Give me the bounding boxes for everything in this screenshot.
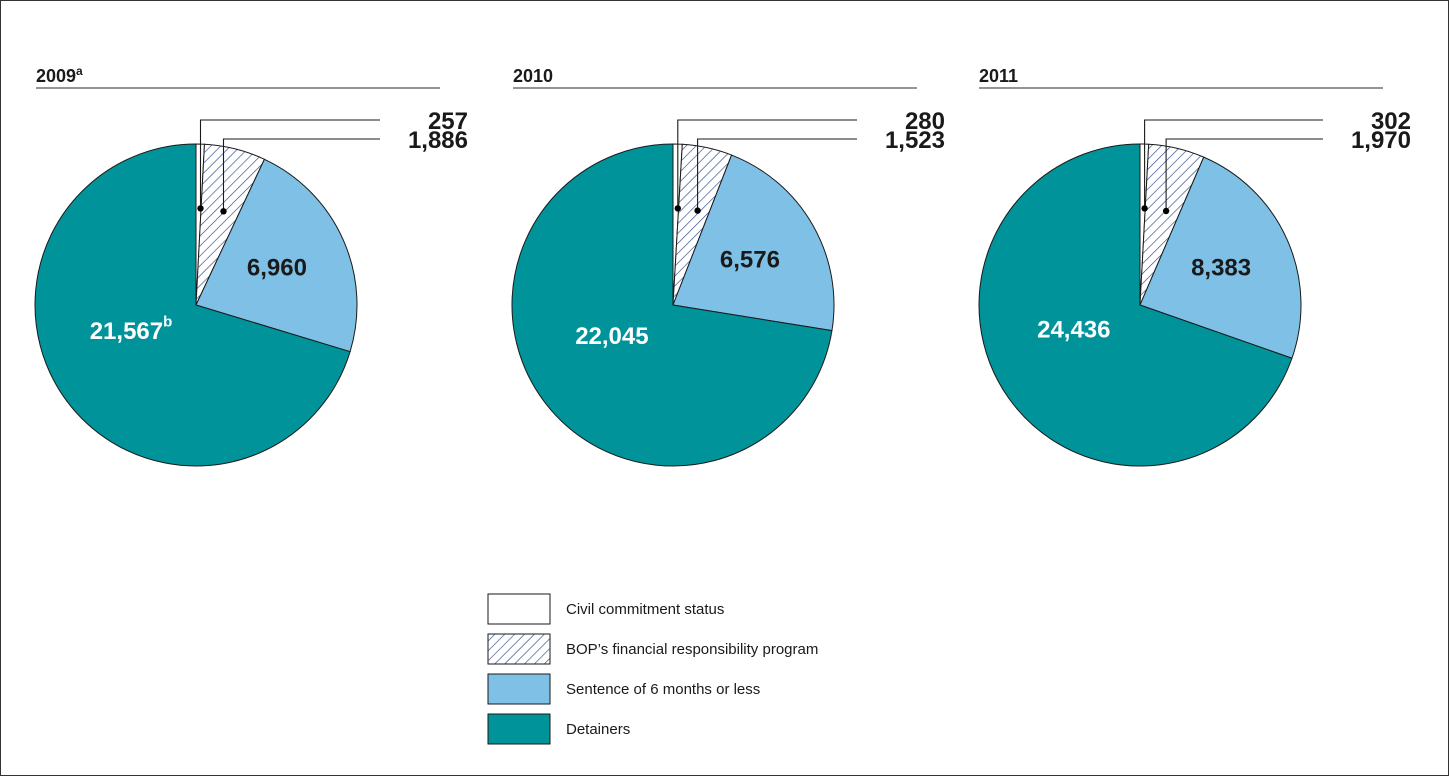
pie-title: 2010 [513, 66, 553, 86]
leader-line-civil-commitment [199, 119, 380, 209]
leader-dot-civil-commitment [674, 205, 681, 212]
title-superscript: a [76, 64, 83, 78]
legend-swatch [487, 633, 551, 665]
leader-line-civil-commitment [1144, 119, 1323, 209]
value-label-financial-responsibility: 1,970 [1351, 127, 1411, 154]
value-label-civil-commitment: 302 [1371, 108, 1411, 135]
leader-line-financial-responsibility [1165, 138, 1323, 211]
pie-slice-sentence-6-months [1139, 156, 1302, 359]
legend-item: Civil commitment status [487, 593, 724, 625]
legend-label: Civil commitment status [566, 601, 724, 618]
leader-dot-financial-responsibility [694, 207, 701, 214]
pie-slice-sentence-6-months [672, 154, 835, 332]
value-label-financial-responsibility: 1,886 [408, 127, 468, 154]
leader-dot-civil-commitment [197, 205, 204, 212]
value-label-civil-commitment: 280 [905, 108, 945, 135]
value-label-sentence-6-months: 6,960 [247, 254, 307, 281]
legend-item: Detainers [487, 713, 630, 745]
pie-slice-detainers [34, 143, 351, 467]
legend-swatch [487, 593, 551, 625]
legend-swatch [487, 713, 551, 745]
value-label-detainers: 22,045 [575, 323, 648, 350]
value-superscript: b [163, 314, 172, 331]
pie-title: 2011 [979, 66, 1018, 86]
legend-item: Sentence of 6 months or less [487, 673, 760, 705]
value-label-sentence-6-months: 6,576 [720, 246, 780, 273]
value-label-financial-responsibility: 1,523 [885, 127, 945, 154]
value-label-detainers: 21,567b [90, 314, 173, 345]
leader-dot-civil-commitment [1141, 205, 1148, 212]
legend-label: BOP’s financial responsibility program [566, 641, 818, 658]
leader-line-civil-commitment [677, 119, 857, 209]
legend-label: Detainers [566, 721, 630, 738]
legend-swatch [487, 673, 551, 705]
pie-slice-detainers [511, 143, 833, 467]
legend-label: Sentence of 6 months or less [566, 681, 760, 698]
legend-item: BOP’s financial responsibility program [487, 633, 818, 665]
leader-dot-financial-responsibility [220, 208, 227, 215]
leader-line-financial-responsibility [697, 138, 857, 211]
legend: Civil commitment status BOP’s financial r… [487, 593, 818, 745]
leader-line-financial-responsibility [222, 138, 380, 212]
pie-slice-sentence-6-months [195, 158, 358, 353]
leader-dot-financial-responsibility [1162, 207, 1170, 215]
pie-title: 2009a [36, 64, 83, 86]
pie-slice-detainers [978, 143, 1293, 467]
value-label-civil-commitment: 257 [428, 108, 468, 135]
value-label-detainers: 24,436 [1037, 316, 1110, 343]
value-label-sentence-6-months: 8,383 [1191, 255, 1251, 282]
